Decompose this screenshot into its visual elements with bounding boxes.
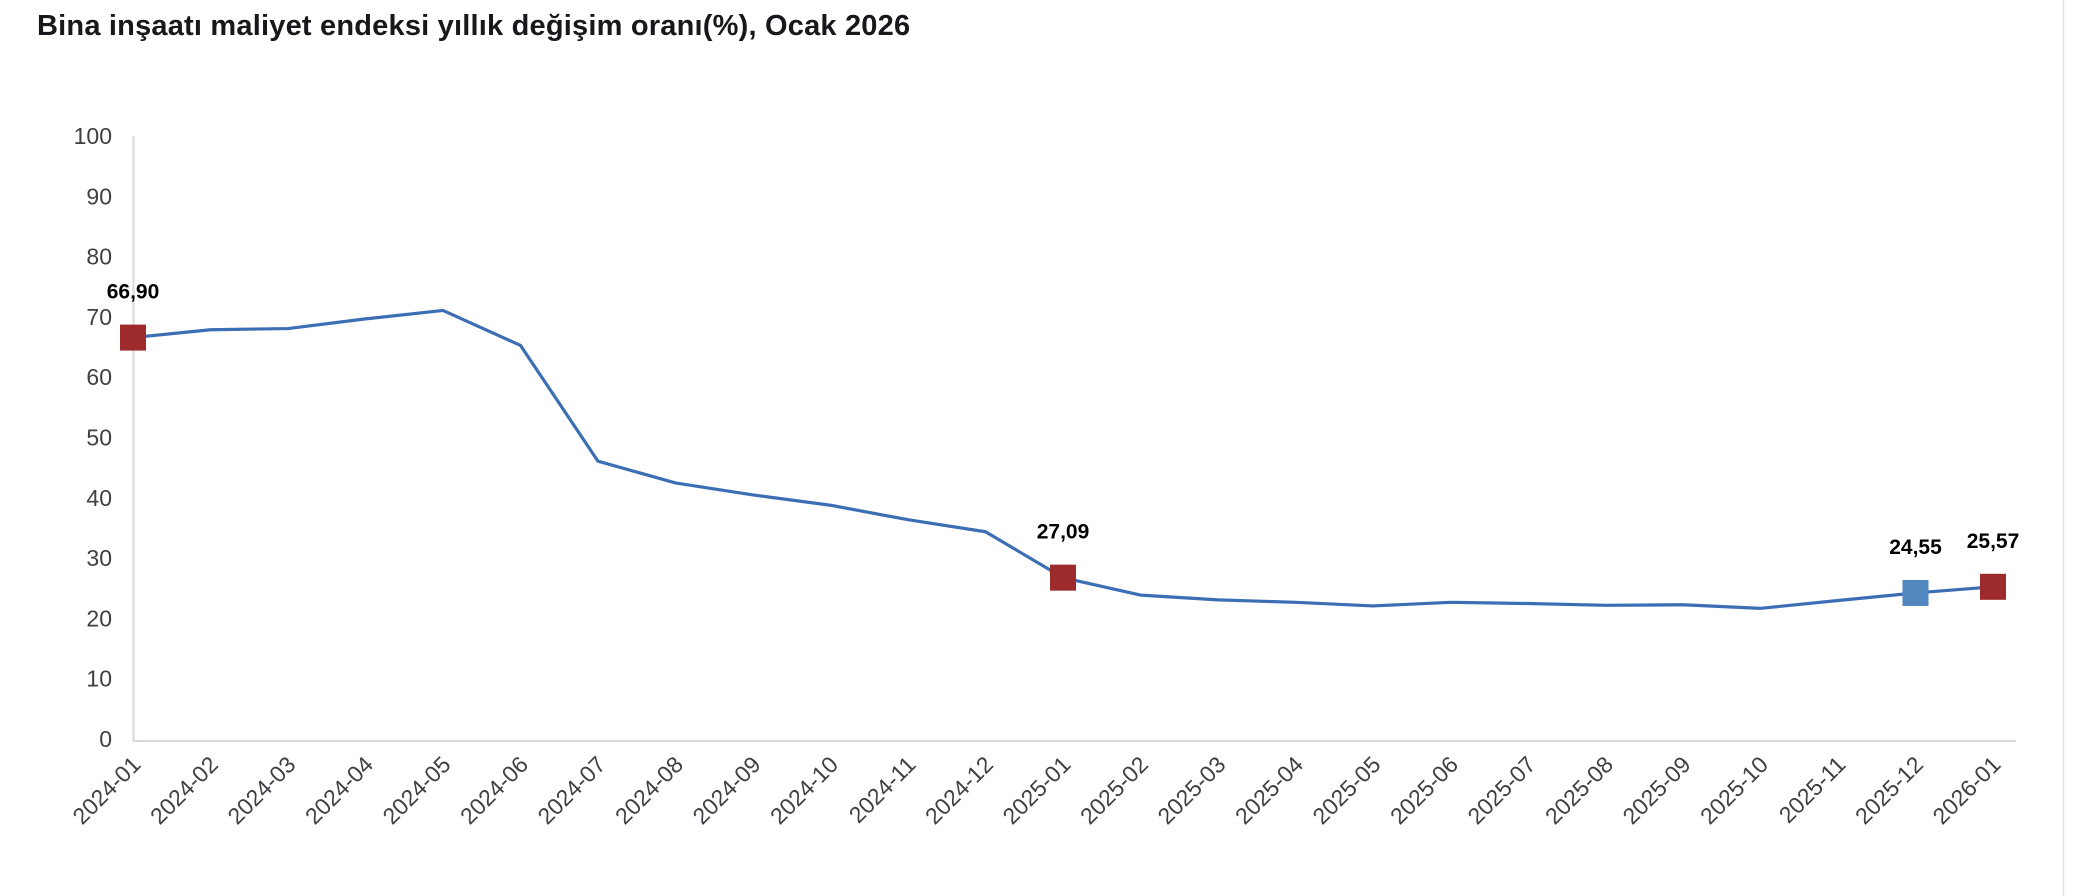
x-tick-label: 2024-05 — [377, 751, 455, 829]
x-tick-label: 2024-11 — [844, 751, 921, 828]
y-tick-label: 50 — [86, 425, 112, 451]
x-tick-label: 2025-06 — [1385, 751, 1463, 829]
x-tick-label: 2025-11 — [1774, 751, 1851, 828]
x-tick-label: 2025-09 — [1617, 751, 1695, 829]
x-tick-label: 2025-05 — [1307, 751, 1385, 829]
x-tick-label: 2025-02 — [1075, 751, 1153, 829]
data-line — [131, 308, 1995, 610]
data-point-marker — [1980, 573, 2006, 600]
y-tick-label: 20 — [86, 605, 112, 631]
y-tick-label: 90 — [86, 183, 112, 209]
y-tick-label: 80 — [86, 244, 112, 270]
x-tick-label: 2026-01 — [1927, 751, 2005, 829]
y-tick-label: 0 — [99, 726, 112, 752]
chart-title: Bina inşaatı maliyet endeksi yıllık deği… — [37, 10, 911, 42]
x-tick-label: 2024-07 — [532, 751, 610, 829]
x-tick-label: 2024-08 — [610, 751, 688, 829]
x-tick-label: 2024-03 — [222, 751, 300, 829]
y-tick-label: 10 — [86, 666, 112, 692]
x-tick-label: 2025-07 — [1462, 751, 1540, 829]
x-tick-label: 2024-02 — [145, 751, 223, 829]
x-tick-label: 2025-03 — [1152, 751, 1230, 829]
x-tick-label: 2024-06 — [455, 751, 533, 829]
x-tick-label: 2024-12 — [920, 751, 998, 829]
y-tick-label: 70 — [86, 304, 112, 330]
x-tick-label: 2025-01 — [997, 751, 1075, 829]
data-point-label: 66,90 — [107, 281, 160, 304]
x-tick-label: 2025-12 — [1850, 751, 1928, 829]
data-point-label: 27,09 — [1037, 521, 1090, 544]
x-tick-label: 2025-04 — [1230, 751, 1308, 829]
y-tick-label: 60 — [86, 364, 112, 390]
data-point-marker — [1050, 564, 1076, 591]
y-tick-label: 100 — [74, 123, 112, 149]
x-tick-label: 2024-04 — [300, 751, 378, 829]
data-point-marker — [1902, 579, 1929, 606]
x-tick-label: 2024-10 — [765, 751, 843, 829]
x-tick-label: 2024-01 — [67, 751, 145, 829]
x-tick-label: 2025-08 — [1540, 751, 1618, 829]
data-point-label: 24,55 — [1889, 536, 1942, 559]
y-tick-label: 30 — [86, 545, 112, 571]
y-tick-label: 40 — [86, 485, 112, 511]
x-tick-label: 2024-09 — [687, 751, 765, 829]
data-point-marker — [120, 324, 146, 351]
data-point-label: 25,57 — [1967, 530, 2020, 553]
x-tick-label: 2025-10 — [1695, 751, 1773, 829]
